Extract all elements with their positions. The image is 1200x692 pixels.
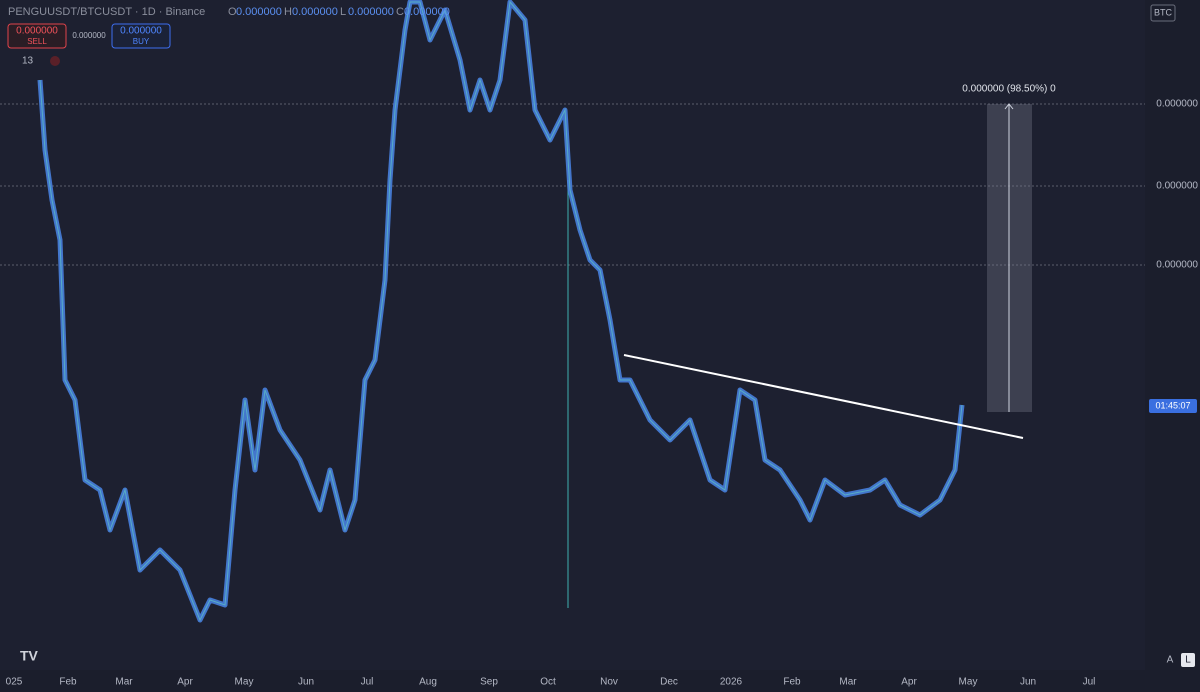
currency: BTC xyxy=(1154,7,1173,17)
time-label: Jul xyxy=(361,677,374,688)
time-label: Sep xyxy=(480,677,498,688)
time-label: May xyxy=(235,677,254,688)
time-label: 2026 xyxy=(720,677,743,688)
time-label: Jun xyxy=(1020,677,1036,688)
time-label: Apr xyxy=(177,677,193,688)
ohlc-key: H xyxy=(284,6,292,18)
price-label: 0.000000 xyxy=(1156,99,1198,110)
price-candles xyxy=(37,0,965,623)
time-label: Jun xyxy=(298,677,314,688)
ohlc-key: C xyxy=(396,6,404,18)
price-tag-bg xyxy=(1150,97,1200,111)
price-label: 0.000000 xyxy=(1156,260,1198,271)
buy-button[interactable] xyxy=(111,23,171,49)
buy-price[interactable]: 0.000000 xyxy=(120,26,162,37)
time-axis: 025 Feb Mar Apr May Jun Jul Aug Sep Oct Nov Dec 2026… xyxy=(6,677,1096,688)
logo: TV xyxy=(20,648,39,664)
price-label: 0.000000 xyxy=(1156,181,1198,192)
ohlc-value: 0.000000 xyxy=(292,6,338,18)
price-axis-bg xyxy=(1145,0,1200,692)
ohlc-value: 0.000000 xyxy=(236,6,282,18)
indicator-count[interactable]: 13 xyxy=(22,56,34,67)
trendline xyxy=(623,354,1024,439)
time-label: Oct xyxy=(540,677,556,688)
sell-label[interactable]: SELL xyxy=(27,37,47,46)
measure-label: 0.000000 (98.50%) 0 xyxy=(962,84,1056,95)
buy-label[interactable]: BUY xyxy=(133,37,150,46)
alert-icon[interactable] xyxy=(50,56,60,66)
auto-toggle[interactable]: A xyxy=(1167,655,1174,666)
ohlc-key: L xyxy=(340,6,346,18)
symbol: PENGUUSDT/BTCUSDT · 1D · Binance xyxy=(8,6,205,18)
time-label: 025 xyxy=(6,677,23,688)
time-label: Jul xyxy=(1083,677,1096,688)
ohlc-key: O xyxy=(228,6,237,18)
time-label: Feb xyxy=(59,677,77,688)
log-toggle-bg[interactable] xyxy=(1181,653,1195,667)
time-label: Apr xyxy=(901,677,917,688)
time-label: May xyxy=(959,677,978,688)
sell-button[interactable] xyxy=(7,23,67,49)
measure-arrowhead xyxy=(1004,103,1014,110)
ohlc-value: 0.000000 xyxy=(348,6,394,18)
sell-price[interactable]: 0.000000 xyxy=(16,26,58,37)
time-label: Nov xyxy=(600,677,618,688)
price-wicks xyxy=(39,0,963,622)
time-label: Aug xyxy=(419,677,437,688)
ohlc-value: 0.000000 xyxy=(404,6,450,18)
log-toggle[interactable]: L xyxy=(1185,655,1191,666)
time-label: Mar xyxy=(839,677,857,688)
countdown: 01:45:07 xyxy=(1155,400,1190,410)
time-label: Dec xyxy=(660,677,678,688)
time-label: Mar xyxy=(115,677,133,688)
spread: 0.000000 xyxy=(72,31,106,40)
time-label: Feb xyxy=(783,677,801,688)
time-axis-bg xyxy=(0,670,1200,692)
currency-box xyxy=(1150,4,1176,22)
countdown-tag xyxy=(1149,399,1197,413)
